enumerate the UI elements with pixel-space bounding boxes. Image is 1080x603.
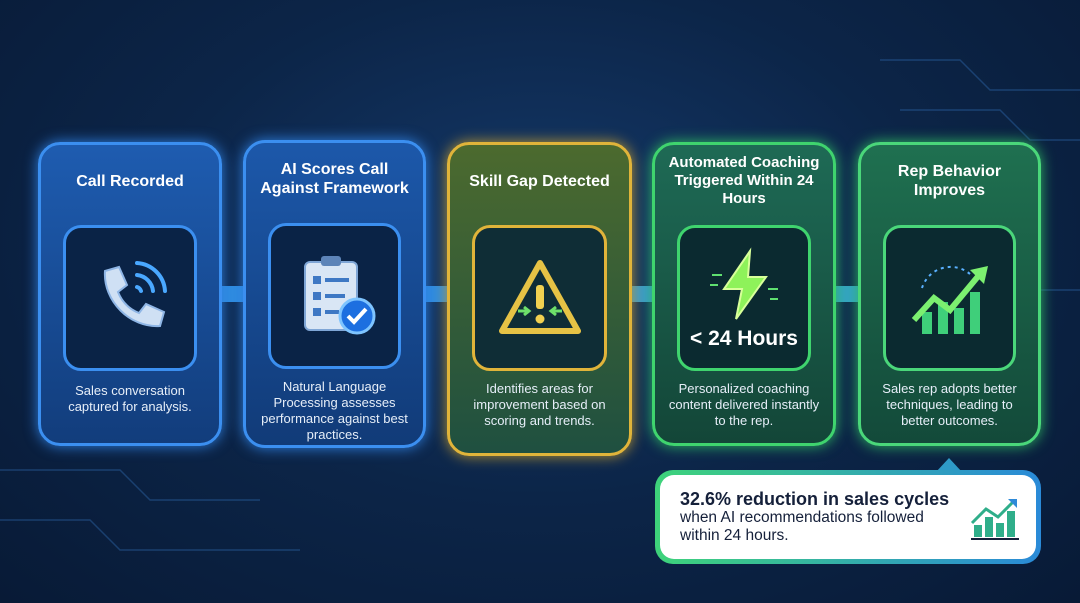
step-description: Sales conversation captured for analysis… — [68, 383, 192, 414]
step-description: Sales rep adopts better techniques, lead… — [882, 381, 1017, 428]
step-title: Automated Coaching Triggered Within 24 H… — [668, 154, 820, 207]
step-card-automated-coaching: Automated Coaching Triggered Within 24 H… — [652, 142, 836, 446]
step-card-ai-scores: AI Scores Call Against Framework Natural… — [243, 140, 426, 448]
callout-headline: 32.6% reduction in sales cycles — [680, 489, 950, 509]
step-title: Rep Behavior Improves — [897, 163, 1002, 199]
callout-text: when AI recommendations followed within … — [680, 509, 924, 544]
clipboard-check-icon — [268, 223, 401, 369]
time-badge: < 24 Hours — [690, 327, 798, 350]
step-description: Identifies areas for improvement based o… — [473, 381, 606, 428]
step-title: Call Recorded — [76, 172, 184, 190]
lightning-icon: < 24 Hours — [677, 225, 811, 371]
step-description: Natural Language Processing assesses per… — [261, 379, 408, 442]
step-title: Skill Gap Detected — [469, 172, 610, 190]
step-card-call-recorded: Call Recorded Sales conversation capture… — [38, 142, 222, 446]
step-title: AI Scores Call Against Framework — [260, 161, 409, 197]
phone-icon — [63, 225, 197, 371]
callout-pointer — [936, 458, 962, 472]
stat-callout: 32.6% reduction in sales cycles when AI … — [655, 470, 1041, 564]
step-description: Personalized coaching content delivered … — [668, 381, 820, 428]
bar-chart-up-icon — [970, 499, 1019, 540]
growth-chart-icon — [883, 225, 1016, 371]
step-card-skill-gap: Skill Gap Detected Identifies areas for … — [447, 142, 632, 456]
step-card-rep-behavior: Rep Behavior Improves Sales rep adopts b… — [858, 142, 1041, 446]
warning-icon — [472, 225, 607, 371]
